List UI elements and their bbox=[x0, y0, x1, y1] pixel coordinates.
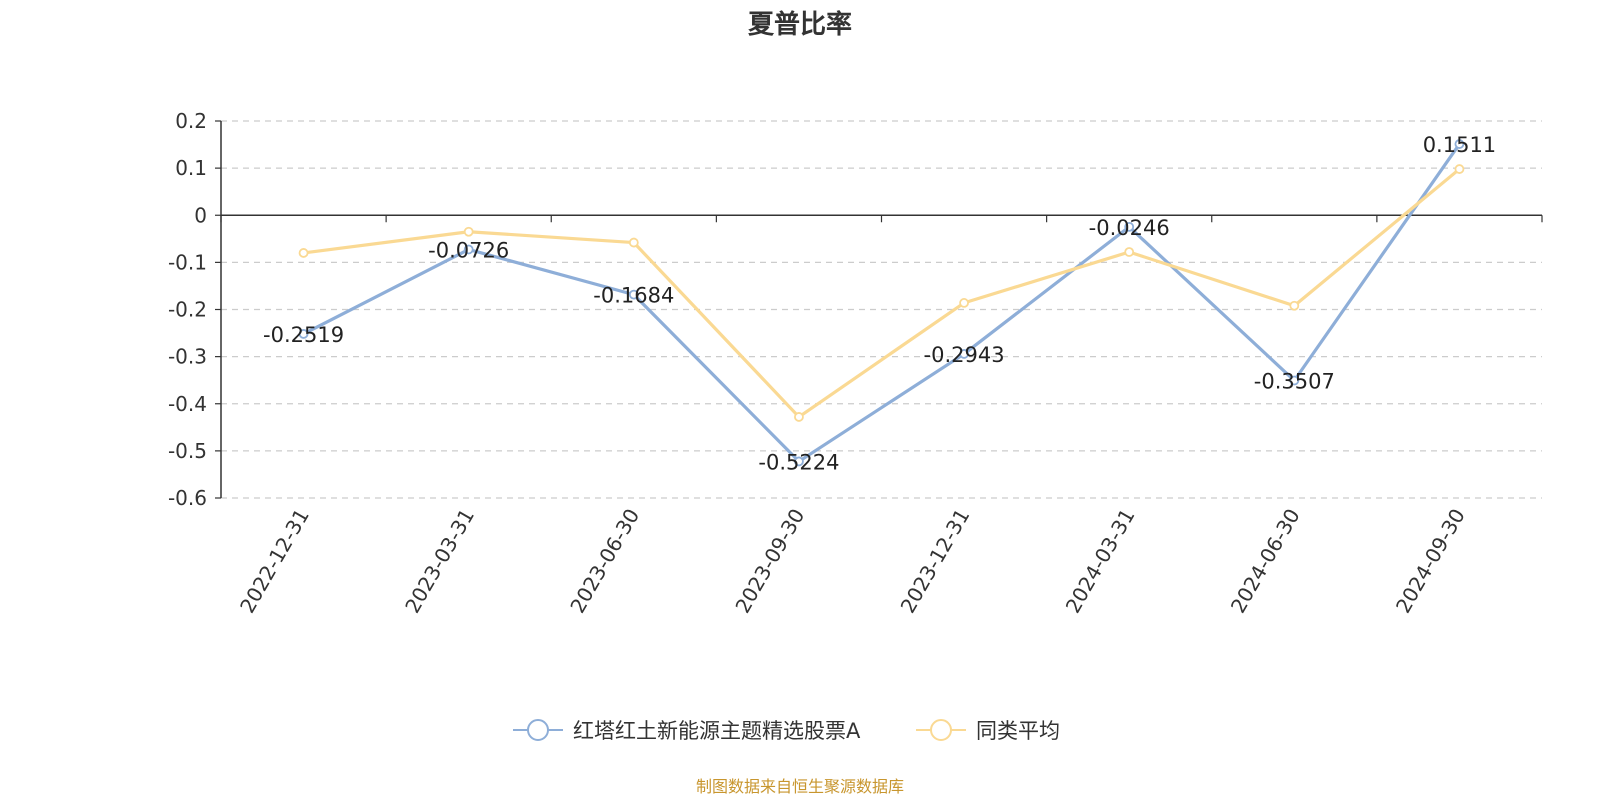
x-tick-label: 2023-12-31 bbox=[895, 505, 974, 618]
y-tick-label: -0.2 bbox=[168, 298, 207, 322]
y-tick-label: -0.1 bbox=[168, 250, 207, 274]
axes: 0.2 0.1 0 -0.1 -0.2 -0.3 -0.4 -0.5 -0.6 2022-12-3… bbox=[168, 109, 1543, 618]
data-point-fund[interactable] bbox=[959, 349, 969, 359]
data-label: -0.1684 bbox=[593, 284, 674, 308]
data-point-average[interactable] bbox=[1454, 164, 1465, 174]
data-point-fund[interactable] bbox=[298, 329, 309, 339]
x-tick-label: 2022-12-31 bbox=[235, 505, 314, 618]
data-label: -0.0726 bbox=[428, 238, 509, 262]
data-point-average[interactable] bbox=[298, 248, 309, 258]
data-label: -0.2943 bbox=[924, 343, 1005, 367]
data-point-fund[interactable] bbox=[628, 289, 639, 300]
data-label: -0.3507 bbox=[1254, 370, 1335, 394]
legend-label: 红塔红土新能源主题精选股票A bbox=[573, 719, 861, 743]
data-point-fund[interactable] bbox=[1454, 139, 1465, 149]
x-tick-label: 2023-09-30 bbox=[730, 505, 809, 618]
legend: 红塔红土新能源主题精选股票A 同类平均 bbox=[513, 719, 1060, 743]
data-point-average[interactable] bbox=[1124, 247, 1135, 257]
x-tick-label: 2024-06-30 bbox=[1226, 505, 1305, 618]
x-tick-label: 2023-03-31 bbox=[400, 505, 479, 618]
data-point-average[interactable] bbox=[959, 298, 969, 308]
data-point-fund[interactable] bbox=[1289, 375, 1300, 386]
x-tick-label: 2024-03-31 bbox=[1061, 505, 1140, 618]
y-tick-label: 0 bbox=[194, 203, 207, 227]
data-label: -0.5224 bbox=[758, 450, 839, 474]
x-tick-label: 2024-09-30 bbox=[1391, 505, 1470, 618]
data-label: -0.0246 bbox=[1089, 216, 1170, 240]
series-line-average bbox=[303, 167, 1461, 419]
y-tick-label: 0.1 bbox=[175, 156, 207, 180]
x-tick-label: 2023-06-30 bbox=[565, 505, 644, 618]
data-point-average[interactable] bbox=[463, 226, 474, 237]
series-line-fund bbox=[302, 143, 1461, 464]
data-point-average[interactable] bbox=[1289, 300, 1300, 311]
legend-item-average[interactable]: 同类平均 bbox=[916, 719, 1060, 743]
data-point-fund[interactable] bbox=[1124, 221, 1135, 232]
legend-marker bbox=[527, 719, 549, 741]
data-point-fund[interactable] bbox=[794, 456, 804, 467]
series-lines bbox=[298, 139, 1465, 467]
source-note: 制图数据来自恒生聚源数据库 bbox=[696, 777, 904, 796]
data-label: 0.1511 bbox=[1423, 133, 1496, 157]
data-point-average[interactable] bbox=[628, 237, 639, 248]
data-point-average[interactable] bbox=[794, 412, 804, 422]
y-tick-label: -0.4 bbox=[168, 392, 207, 416]
legend-marker bbox=[930, 719, 952, 741]
legend-item-fund[interactable]: 红塔红土新能源主题精选股票A bbox=[513, 719, 861, 743]
data-point-fund[interactable] bbox=[463, 244, 474, 255]
chart-title: 夏普比率 bbox=[748, 9, 852, 40]
y-tick-label: 0.2 bbox=[175, 109, 207, 133]
y-tick-label: -0.3 bbox=[168, 345, 207, 369]
legend-label: 同类平均 bbox=[976, 719, 1060, 743]
y-tick-label: -0.5 bbox=[168, 439, 207, 463]
y-tick-label: -0.6 bbox=[168, 486, 207, 510]
data-label: -0.2519 bbox=[263, 323, 344, 347]
data-labels: -0.2519 -0.0726 -0.1684 -0.5224 -0.2943 -0.02… bbox=[263, 133, 1496, 474]
